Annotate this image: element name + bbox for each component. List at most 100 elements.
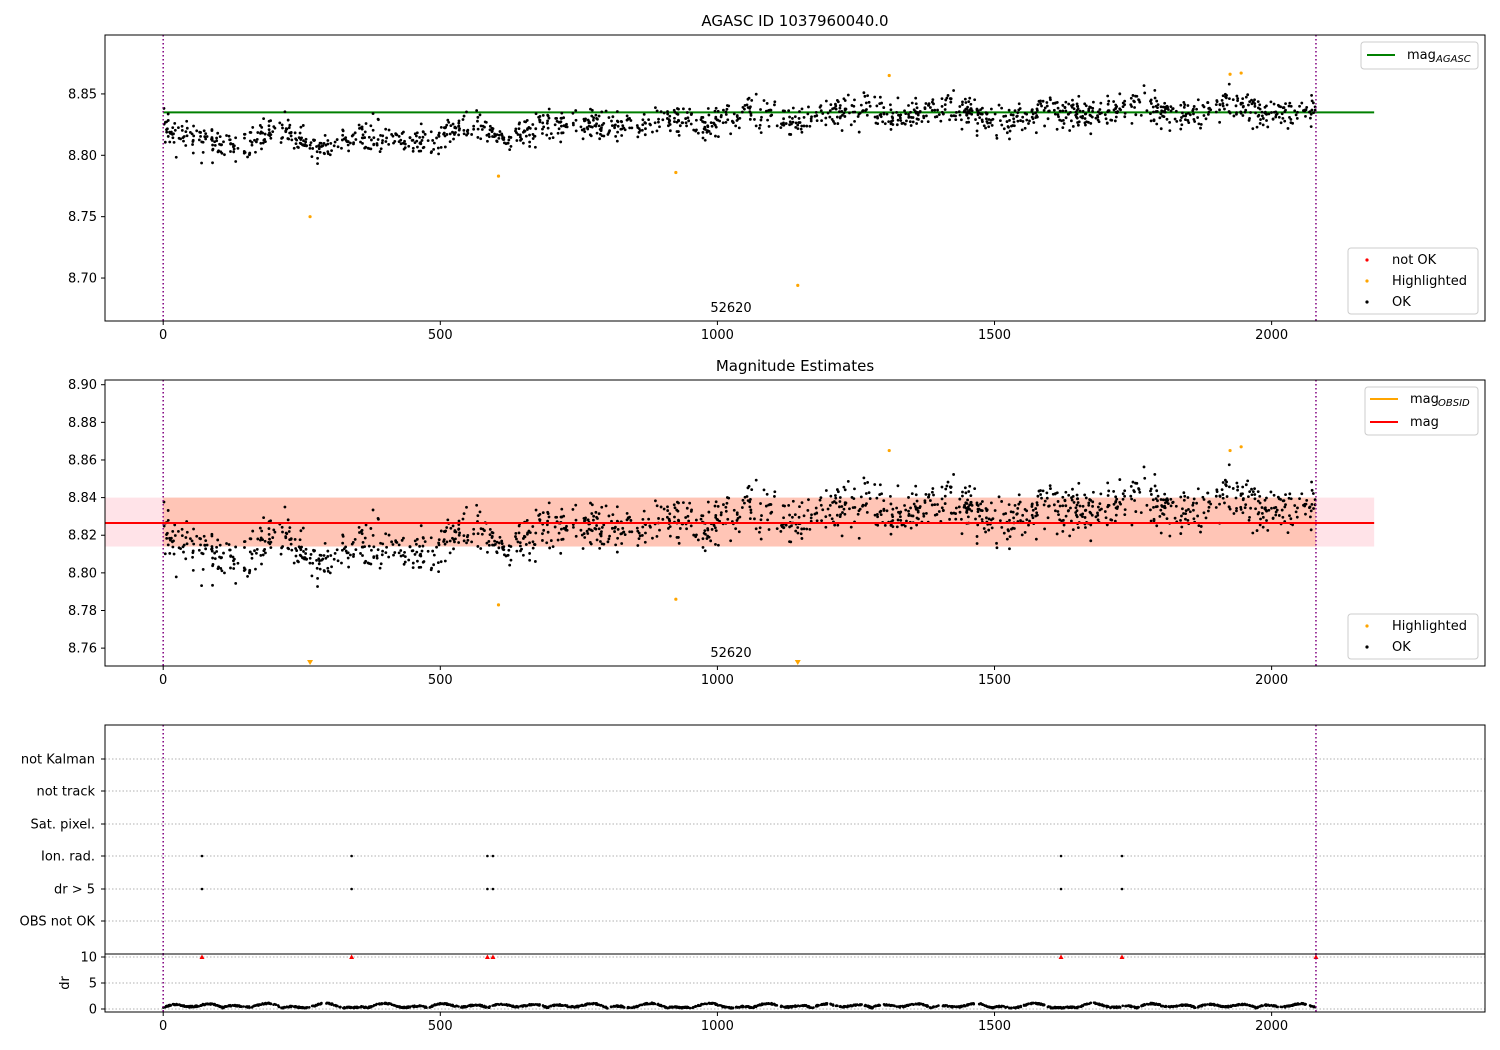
ok-point (360, 532, 364, 536)
ok-point (1214, 494, 1218, 498)
ok-point (667, 121, 671, 124)
ok-point (1010, 124, 1013, 128)
ok-point (981, 120, 984, 124)
ok-point (1031, 112, 1035, 116)
ok-point (286, 137, 290, 140)
ok-point (370, 548, 373, 552)
ok-point (335, 548, 339, 552)
ok-point (1035, 108, 1039, 112)
dr-point (277, 1005, 281, 1008)
ok-point (378, 566, 382, 570)
ok-point (1159, 531, 1163, 535)
ok-point (344, 545, 348, 549)
ok-point (1288, 492, 1292, 496)
ok-point (574, 109, 578, 112)
ok-point (384, 551, 388, 555)
ok-point (1227, 463, 1231, 467)
ok-point (565, 125, 569, 129)
ok-point (749, 498, 752, 501)
ok-point (857, 536, 861, 540)
ok-point (988, 121, 992, 125)
ok-point (310, 574, 314, 578)
ok-point (1284, 503, 1287, 507)
ok-point (1077, 481, 1081, 485)
ok-point (1274, 115, 1278, 119)
ok-point (999, 519, 1002, 523)
ok-point (1234, 496, 1238, 500)
ok-point (255, 551, 258, 555)
ok-point (1036, 494, 1040, 498)
ok-point (666, 505, 669, 509)
ok-point (501, 137, 505, 140)
ok-point (920, 120, 924, 123)
ok-point (462, 512, 466, 516)
ok-point (1063, 498, 1067, 502)
ok-point (659, 110, 663, 114)
ok-point (1078, 109, 1082, 113)
ok-point (1280, 112, 1284, 116)
ok-point (787, 503, 791, 507)
dr-point (694, 1005, 698, 1008)
ok-point (1138, 100, 1142, 104)
ok-point (848, 507, 851, 511)
ok-point (466, 128, 470, 132)
ok-point (929, 499, 932, 502)
ok-point (171, 136, 175, 140)
ok-point (592, 518, 595, 522)
ok-point (915, 499, 919, 503)
ok-point (234, 581, 238, 585)
ok-point (1020, 533, 1024, 537)
ok-point (1218, 120, 1222, 124)
ok-point (556, 131, 560, 135)
ok-point (1057, 513, 1060, 517)
ok-point (981, 500, 984, 503)
panel2-title: Magnitude Estimates (716, 357, 874, 375)
panel1-legend-top: mag AGASC (1360, 41, 1479, 70)
ok-point (222, 551, 225, 555)
ok-point (655, 109, 659, 113)
ok-point (1010, 527, 1013, 531)
ok-point (824, 525, 828, 529)
ok-point (1266, 528, 1270, 532)
ok-point (1193, 120, 1197, 123)
ok-point (1182, 498, 1186, 502)
ok-point (546, 126, 550, 130)
ok-point (340, 561, 343, 565)
ok-point (907, 509, 910, 513)
ok-point (1199, 126, 1202, 130)
flag-point (1120, 887, 1124, 891)
ok-point (475, 503, 479, 507)
ok-point (364, 122, 368, 125)
ok-point (810, 513, 813, 517)
ok-point (1123, 115, 1127, 119)
ok-point (572, 525, 575, 529)
dr-point (598, 1003, 602, 1007)
ok-point (824, 489, 828, 492)
ok-point (380, 141, 384, 145)
dr-point (1208, 1003, 1211, 1006)
ok-point (1053, 101, 1057, 105)
ok-point (381, 139, 384, 142)
ok-point (762, 99, 766, 102)
ok-point (831, 107, 834, 111)
ok-point (713, 526, 717, 530)
ok-point (933, 503, 937, 507)
dr-point (352, 1006, 356, 1010)
ok-point (1123, 99, 1127, 103)
ok-point (828, 513, 832, 517)
dr-point (799, 1004, 803, 1007)
ok-point (905, 119, 908, 123)
dr-point (1308, 1004, 1312, 1007)
ok-point (326, 549, 330, 553)
ok-point (318, 559, 321, 563)
ok-point (647, 118, 651, 122)
ok-point (1018, 500, 1022, 504)
ok-point (199, 537, 202, 541)
ok-point (696, 538, 700, 542)
dr-point (632, 1005, 635, 1009)
ok-point (843, 488, 847, 492)
ok-point (1253, 487, 1256, 491)
ok-point (760, 514, 763, 517)
ok-point (853, 506, 857, 509)
dr-point (620, 1005, 624, 1008)
